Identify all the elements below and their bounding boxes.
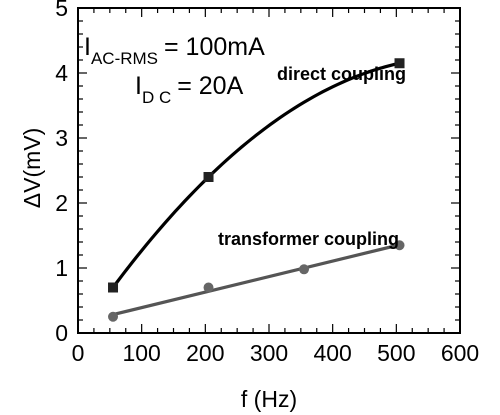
annotation-iac: IAC-RMS = 100mA <box>84 33 265 68</box>
x-tick-label: 600 <box>441 340 479 366</box>
series-line-direct-coupling <box>111 61 400 289</box>
annotation-idc-symbol: I <box>135 72 142 100</box>
data-point-transformer-coupling <box>394 240 405 251</box>
y-tick-label: 1 <box>55 255 68 281</box>
x-tick-label: 200 <box>186 340 224 366</box>
x-tick-label: 100 <box>122 340 160 366</box>
x-axis-title: f (Hz) <box>241 386 297 412</box>
annotation-idc-value: = 20A <box>177 72 243 100</box>
series-label-direct-coupling: direct coupling <box>277 64 406 84</box>
annotation-iac-symbol: I <box>84 33 91 61</box>
y-tick-label: 3 <box>55 125 68 151</box>
x-tick-label: 500 <box>377 340 415 366</box>
annotation-iac-value: = 100mA <box>164 33 265 61</box>
data-point-transformer-coupling <box>299 264 310 275</box>
y-tick-label: 5 <box>55 0 68 21</box>
y-tick-label: 0 <box>55 320 68 346</box>
annotation-idc-subscript: D C <box>142 88 171 107</box>
x-tick-label: 0 <box>72 340 85 366</box>
x-tick-label: 400 <box>313 340 351 366</box>
annotation-idc: ID C = 20A <box>135 72 244 107</box>
data-point-direct-coupling <box>108 282 119 293</box>
y-tick-label: 4 <box>55 60 68 86</box>
series-layer <box>108 58 405 322</box>
series-line-transformer-coupling <box>112 243 400 317</box>
ticks <box>77 7 461 334</box>
data-point-transformer-coupling <box>203 282 214 293</box>
y-axis-title: ΔV(mV) <box>19 128 45 209</box>
y-tick-label: 2 <box>55 190 68 216</box>
annotation-iac-subscript: AC-RMS <box>91 49 158 68</box>
x-tick-label: 300 <box>250 340 288 366</box>
data-point-direct-coupling <box>394 58 405 69</box>
data-point-transformer-coupling <box>108 311 119 322</box>
tick-labels: 0 100 200 300 400 500 600 0 1 2 3 4 5 <box>55 0 479 366</box>
data-point-direct-coupling <box>203 172 214 182</box>
series-label-transformer-coupling: transformer coupling <box>218 229 399 249</box>
